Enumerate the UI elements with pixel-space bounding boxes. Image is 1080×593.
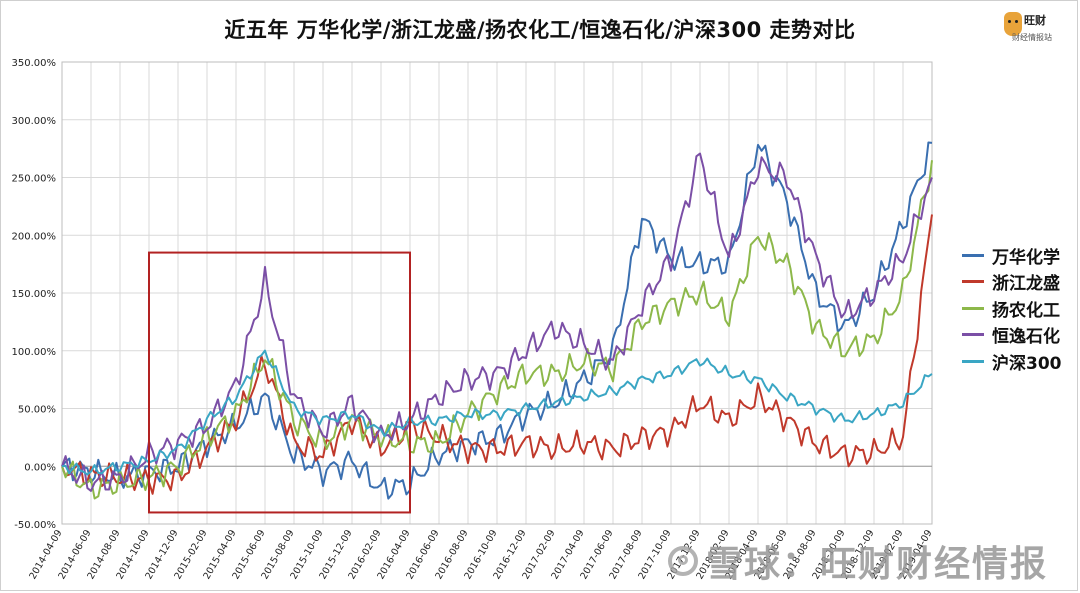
y-tick-label: 0.00% bbox=[24, 462, 56, 473]
legend-label: 恒逸石化 bbox=[992, 327, 1060, 348]
y-tick-label: 300.00% bbox=[12, 116, 57, 127]
series-line bbox=[61, 141, 933, 500]
legend-swatch bbox=[962, 359, 984, 363]
highlight-box bbox=[148, 251, 411, 514]
watermark: 雪球：旺财财经情报 bbox=[668, 536, 1048, 586]
watermark-text: 雪球：旺财财经情报 bbox=[706, 544, 1049, 585]
series-line bbox=[61, 152, 933, 492]
series-line bbox=[61, 160, 933, 500]
chart-title: 近五年 万华化学/浙江龙盛/扬农化工/恒逸石化/沪深300 走势对比 bbox=[224, 18, 856, 42]
legend-label: 沪深300 bbox=[992, 353, 1062, 374]
dog-icon bbox=[1004, 12, 1022, 36]
legend-item: 恒逸石化 bbox=[962, 322, 1062, 349]
legend-label: 浙江龙盛 bbox=[992, 274, 1060, 295]
legend-swatch bbox=[962, 253, 984, 257]
y-tick-label: 150.00% bbox=[12, 289, 57, 300]
logo-subtitle: 财经情报站 bbox=[1012, 33, 1052, 42]
y-tick-label: 100.00% bbox=[12, 347, 57, 358]
y-tick-label: -50.00% bbox=[14, 520, 56, 531]
legend-swatch bbox=[962, 306, 984, 310]
legend-swatch bbox=[962, 280, 984, 284]
legend-item: 扬农化工 bbox=[962, 295, 1062, 322]
legend-label: 扬农化工 bbox=[992, 300, 1060, 321]
legend-item: 浙江龙盛 bbox=[962, 269, 1062, 296]
chart-legend: 万华化学浙江龙盛扬农化工恒逸石化沪深300 bbox=[962, 242, 1062, 375]
y-tick-label: 50.00% bbox=[18, 405, 56, 416]
legend-label: 万华化学 bbox=[992, 247, 1060, 268]
legend-item: 沪深300 bbox=[962, 348, 1062, 375]
xueqiu-logo-icon bbox=[668, 546, 698, 576]
series-line bbox=[61, 349, 933, 476]
y-tick-label: 250.00% bbox=[12, 174, 57, 185]
y-tick-label: 200.00% bbox=[12, 231, 57, 242]
logo: 旺财 财经情报站 bbox=[1004, 8, 1068, 48]
legend-item: 万华化学 bbox=[962, 242, 1062, 269]
plot-area-border bbox=[61, 61, 933, 525]
legend-swatch bbox=[962, 333, 984, 337]
logo-name: 旺财 bbox=[1024, 14, 1046, 27]
y-tick-label: 350.00% bbox=[12, 58, 57, 69]
series-line bbox=[61, 214, 933, 495]
